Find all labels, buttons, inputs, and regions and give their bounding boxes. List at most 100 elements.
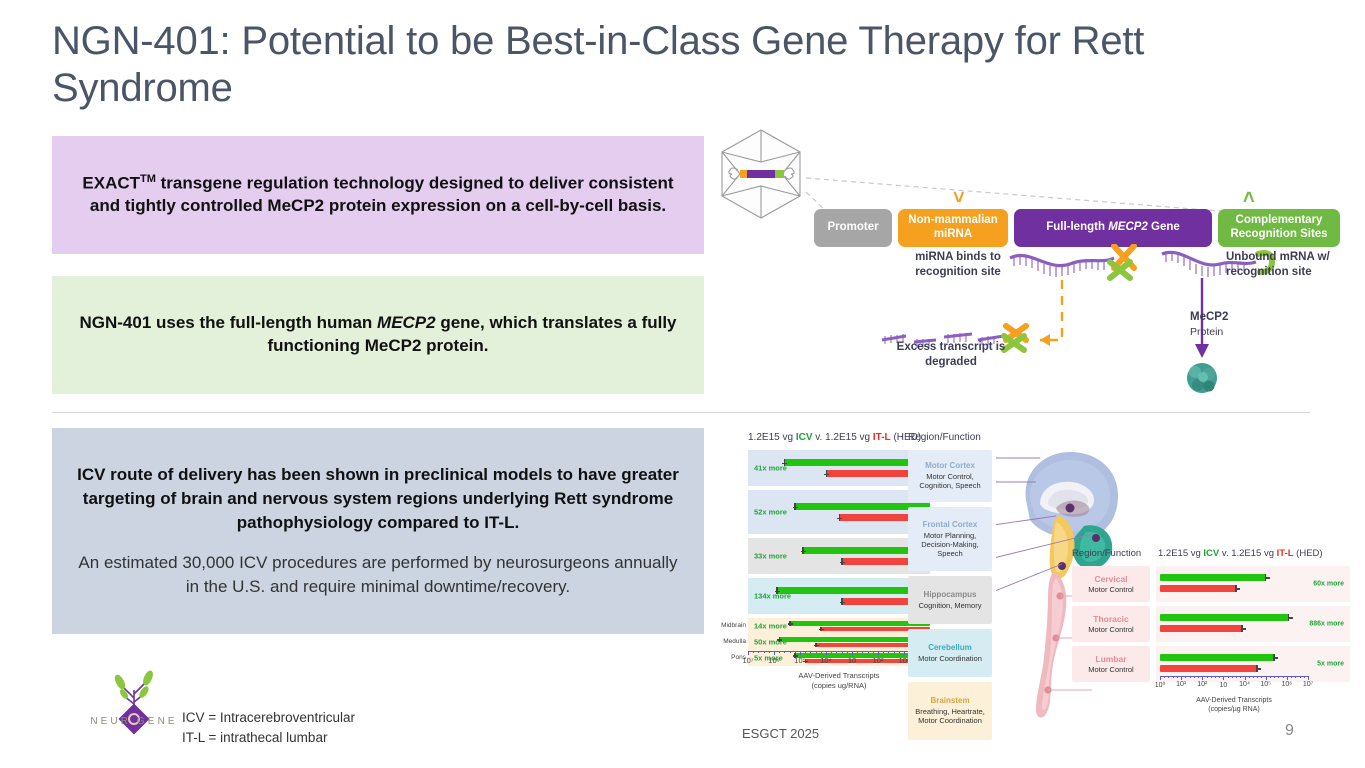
brain-region-function: Motor Control, Cognition, Speech — [911, 472, 989, 491]
brain-chart-row: 41x more — [748, 450, 930, 486]
neurogene-logo: NEUR GENE — [76, 668, 194, 734]
error-bar-cap — [837, 518, 842, 520]
itl-bar — [1160, 665, 1257, 672]
spinal-region-function: Motor Control — [1088, 625, 1133, 634]
brain-chart-row: 134x more — [748, 578, 930, 614]
brain-subregion-label: Medulla — [718, 638, 746, 645]
spinal-axis-label: AAV-Derived Transcripts — [1196, 697, 1272, 704]
axis-tick-label: 10⁴ — [820, 656, 832, 665]
cassette-gene-italic: MECP2 — [1108, 221, 1148, 233]
spinal-region-name: Thoracic — [1093, 614, 1128, 625]
axis-minor-tick — [831, 651, 832, 653]
axis-minor-tick — [784, 651, 785, 653]
brain-region-box: Hippocampus Cognition, Memory — [908, 576, 992, 624]
callout-exact: EXACTTM transgene regulation technology … — [52, 136, 704, 254]
axis-tick — [1308, 676, 1309, 680]
axis-tick — [826, 651, 827, 655]
brain-title-p2: v. 1.2E15 vg — [812, 432, 872, 443]
axis-minor-tick — [1177, 676, 1178, 678]
axis-minor-tick — [1219, 676, 1220, 678]
axis-minor-tick — [888, 651, 889, 653]
axis-minor-tick — [862, 651, 863, 653]
trademark-symbol: TM — [140, 173, 156, 185]
cassette-sites-line1: Complementary — [1236, 214, 1323, 226]
exact-name: EXACT — [82, 174, 140, 193]
axis-minor-tick — [1168, 676, 1169, 678]
axis-tick-label: 10¹ — [1176, 681, 1186, 688]
callout-mecp2: NGN-401 uses the full-length human MECP2… — [52, 276, 704, 394]
axis-minor-tick — [842, 651, 843, 653]
brain-axis-title: AAV-Derived Transcripts (copies ug/RNA) — [748, 671, 930, 691]
brain-region-function: Motor Coordination — [918, 654, 982, 663]
axis-minor-tick — [795, 651, 796, 653]
spinal-region-box: Lumbar Motor Control — [1072, 646, 1150, 682]
brain-title-p1: 1.2E15 vg — [748, 432, 796, 443]
axis-minor-tick — [790, 651, 791, 653]
axis-tick-label: 10⁰ — [1155, 681, 1166, 689]
brain-subregion-label: Midbrain — [718, 622, 746, 629]
spinal-region-box: Cervical Motor Control — [1072, 566, 1150, 602]
error-bar-cap — [814, 645, 819, 647]
abbreviation-legend: ICV = Intracerebroventricular IT-L = int… — [182, 708, 355, 747]
error-bar-cap — [819, 629, 824, 631]
label-mirna-binds: miRNA binds to recognition site — [906, 250, 1010, 279]
cassette-recognition-sites: Complementary Recognition Sites — [1218, 209, 1340, 247]
brain-axis-label: AAV-Derived Transcripts — [798, 671, 879, 680]
spinal-chart-title: 1.2E15 vg ICV v. 1.2E15 vg IT-L (HED) — [1158, 548, 1323, 559]
label-unbound-mrna: Unbound mRNA w/ recognition site — [1226, 250, 1338, 279]
brain-region-function: Motor Planning, Decision-Making, Speech — [911, 531, 989, 559]
axis-minor-tick — [1240, 676, 1241, 678]
error-bar-cap — [1288, 617, 1293, 619]
error-bar-cap — [793, 507, 798, 509]
fold-change-label: 886x more — [1309, 621, 1344, 628]
spinal-region-header: Region/Function — [1072, 548, 1141, 559]
axis-minor-tick — [1300, 676, 1301, 678]
legend-icv: ICV = Intracerebroventricular — [182, 708, 355, 728]
brain-chart-row: 33x more — [748, 538, 930, 574]
axis-tick-label: 10⁳ — [848, 656, 856, 665]
brain-region-column: Region/Function Motor Cortex Motor Contro… — [908, 432, 992, 745]
cassette-mirna-line1: Non-mammalian — [908, 214, 997, 226]
brain-region-name: Cerebellum — [928, 643, 972, 653]
axis-minor-tick — [894, 651, 895, 653]
error-bar-cap — [1273, 657, 1278, 659]
fold-change-label: 5x more — [1317, 661, 1344, 668]
axis-minor-tick — [1207, 676, 1208, 678]
error-bar-cap — [1235, 588, 1240, 590]
error-bar-cap — [782, 463, 787, 465]
axis-minor-tick — [1173, 676, 1174, 678]
bound-mrna-strand — [1010, 246, 1134, 278]
axis-tick-label: 10⁵ — [1260, 681, 1271, 688]
callout-icv-strong: ICV route of delivery has been shown in … — [52, 463, 704, 535]
axis-tick — [1287, 676, 1288, 680]
brain-chart-title: 1.2E15 vg ICV v. 1.2E15 vg IT-L (HED) — [748, 432, 921, 443]
icv-bar — [1160, 574, 1266, 581]
axis-minor-tick — [1270, 676, 1271, 678]
error-bar-cap — [824, 474, 829, 476]
icv-bar — [1160, 654, 1274, 661]
axis-minor-tick — [1253, 676, 1254, 678]
axis-minor-tick — [764, 651, 765, 653]
callout-icv-light: An estimated 30,000 ICV procedures are p… — [52, 551, 704, 599]
axis-tick — [1266, 676, 1267, 680]
axis-tick — [1160, 676, 1161, 680]
conference-label: ESGCT 2025 — [742, 726, 819, 741]
brain-axis-units: (copies ug/RNA) — [811, 681, 866, 690]
axis-tick-label: 10⁴ — [1239, 681, 1250, 688]
degradation-feedback-arrow — [1040, 280, 1062, 346]
brain-region-function: Breathing, Heartrate, Motor Coordination — [911, 707, 989, 726]
axis-tick — [1181, 676, 1182, 680]
axis-minor-tick — [1185, 676, 1186, 678]
brain-region-function: Cognition, Memory — [919, 601, 982, 610]
axis-tick — [1202, 676, 1203, 680]
brain-region-header: Region/Function — [908, 432, 992, 443]
spinal-region-function: Motor Control — [1088, 665, 1133, 674]
axis-minor-tick — [758, 651, 759, 653]
axis-minor-tick — [816, 651, 817, 653]
gene-cassette: Promoter Non-mammalian miRNA Full-length … — [814, 209, 1340, 247]
spinal-region-function: Motor Control — [1088, 585, 1133, 594]
axis-minor-tick — [1211, 676, 1212, 678]
cassette-gene-pre: Full-length — [1046, 221, 1108, 233]
axis-minor-tick — [1232, 676, 1233, 678]
axis-minor-tick — [1194, 676, 1195, 678]
